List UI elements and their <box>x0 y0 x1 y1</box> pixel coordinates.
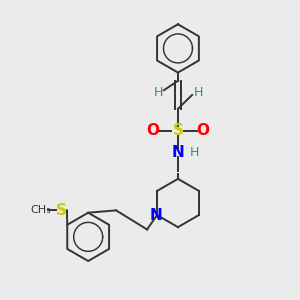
Text: S: S <box>56 203 67 218</box>
Text: H: H <box>190 146 199 159</box>
Text: H: H <box>193 86 203 99</box>
Text: H: H <box>153 86 163 99</box>
Text: N: N <box>149 208 162 223</box>
Text: CH₃: CH₃ <box>31 206 51 215</box>
Text: O: O <box>196 123 209 138</box>
Text: O: O <box>146 123 159 138</box>
Text: S: S <box>172 123 184 138</box>
Text: N: N <box>172 145 184 160</box>
